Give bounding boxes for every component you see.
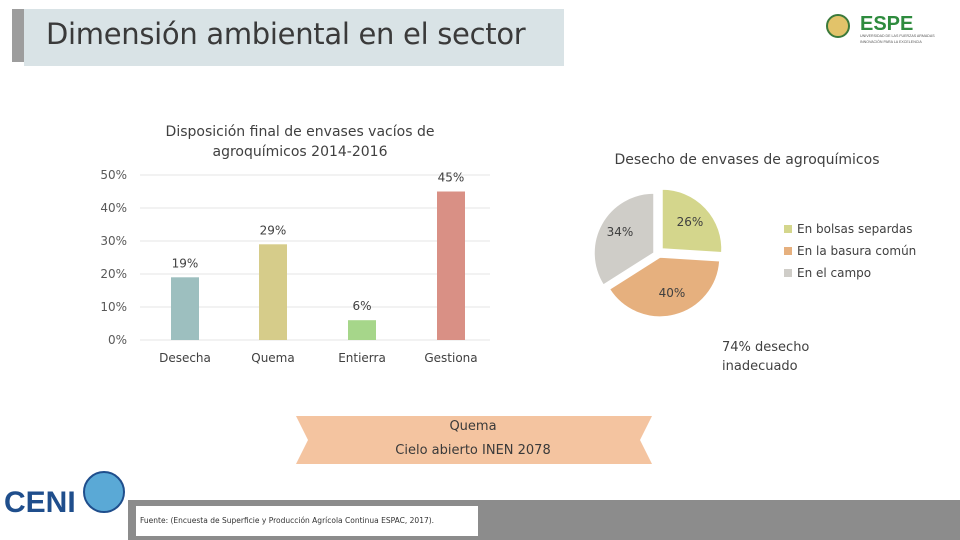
espe-logo: ESPE UNIVERSIDAD DE LAS FUERZAS ARMADAS … [826, 13, 935, 44]
banner-arrow [296, 416, 652, 464]
pie-legend: En bolsas separdas En la basura común En… [784, 218, 916, 284]
inadequate-note: 74% desecho inadecuado [722, 338, 809, 376]
legend-item-bolsas: En bolsas separdas [784, 218, 916, 240]
inadequate-line2: inadecuado [722, 359, 798, 374]
legend-swatch-bolsas [784, 225, 792, 233]
legend-swatch-basura [784, 247, 792, 255]
espe-logo-subtext: UNIVERSIDAD DE LAS FUERZAS ARMADAS [860, 34, 935, 38]
y-tick-label: 30% [100, 234, 127, 248]
bar-value-label: 19% [172, 256, 199, 270]
bar-gestiona [437, 191, 465, 340]
bar-value-label: 29% [260, 223, 287, 237]
bar-value-label: 6% [352, 299, 371, 313]
y-tick-label: 40% [100, 201, 127, 215]
pie-value-label: 40% [659, 286, 686, 300]
x-category-label: Entierra [338, 351, 386, 365]
x-category-label: Desecha [159, 351, 211, 365]
bar-desecha [171, 277, 199, 340]
espe-seal-icon [826, 14, 850, 38]
espe-logo-tagline: INNOVACIÓN PARA LA EXCELENCIA [860, 39, 922, 44]
pie-value-label: 26% [677, 215, 704, 229]
bar-chart-title-line2: agroquímicos 2014-2016 [212, 144, 388, 160]
x-category-label: Quema [251, 351, 294, 365]
legend-item-campo: En el campo [784, 262, 916, 284]
pie-slice-basura [608, 256, 721, 318]
legend-label-basura: En la basura común [797, 244, 917, 258]
bar-value-label: 45% [438, 171, 465, 185]
legend-label-bolsas: En bolsas separdas [797, 222, 913, 236]
y-tick-label: 20% [100, 267, 127, 281]
y-tick-label: 50% [100, 168, 127, 182]
legend-item-basura: En la basura común [784, 240, 916, 262]
bar-chart-title-line1: Disposición final de envases vacíos de [165, 124, 435, 140]
pie-value-label: 34% [607, 225, 634, 239]
bar-chart: 0% 10% 20% 30% 40% 50% 19% Desecha 29% Quema 6% Ent… [100, 168, 490, 365]
bar-entierra [348, 320, 376, 340]
pie-chart: 26% 40% 34% [593, 188, 723, 318]
pie-slice-bolsas [661, 188, 723, 254]
ceni-logo: CENI [0, 462, 128, 540]
y-tick-label: 0% [108, 333, 127, 347]
ceni-logo-text: CENI [4, 486, 76, 519]
x-category-label: Gestiona [424, 351, 477, 365]
legend-swatch-campo [784, 269, 792, 277]
pie-slice-campo [593, 192, 655, 287]
bar-chart-title: Disposición final de envases vacíos de a… [160, 122, 440, 162]
banner-text: Quema Cielo abierto INEN 2078 [326, 415, 620, 463]
espe-logo-text: ESPE [860, 13, 913, 35]
bar-quema [259, 244, 287, 340]
legend-label-campo: En el campo [797, 266, 872, 280]
banner-line2: Cielo abierto INEN 2078 [395, 443, 551, 458]
title-box [24, 9, 564, 66]
source-note: Fuente: (Encuesta de Superficie y Produc… [136, 506, 478, 536]
y-tick-label: 10% [100, 300, 127, 314]
globe-icon [83, 471, 125, 513]
banner-line1: Quema [449, 419, 497, 434]
pie-chart-title: Desecho de envases de agroquímicos [614, 152, 880, 168]
slide-title: Dimensión ambiental en el sector [46, 17, 526, 51]
inadequate-line1: 74% desecho [722, 340, 810, 355]
